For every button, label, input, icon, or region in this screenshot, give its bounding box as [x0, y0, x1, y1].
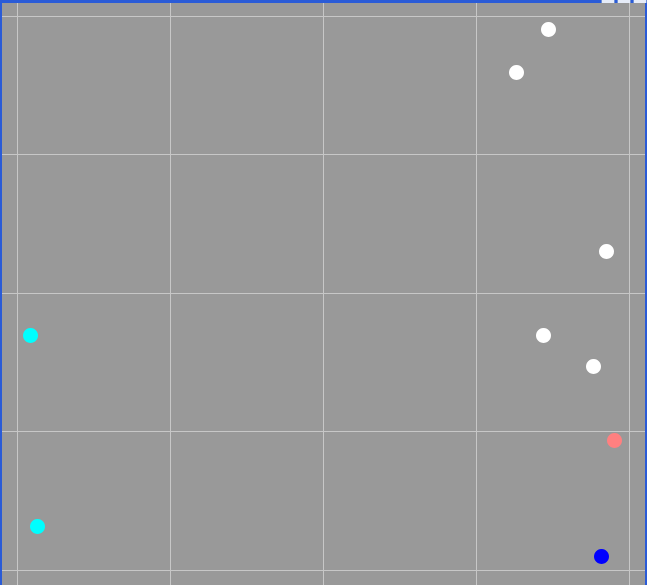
grid-line-horizontal	[2, 570, 645, 571]
grid-line-vertical	[170, 3, 171, 585]
white-dot[interactable]	[536, 328, 551, 343]
grid-line-horizontal	[2, 293, 645, 294]
white-dot[interactable]	[541, 22, 556, 37]
white-dot[interactable]	[599, 244, 614, 259]
grid-line-vertical	[629, 3, 630, 585]
grid-line-horizontal	[2, 154, 645, 155]
cyan-dot[interactable]	[30, 519, 45, 534]
grid-line-vertical	[17, 3, 18, 585]
grid-line-vertical	[323, 3, 324, 585]
grid-line-horizontal	[2, 16, 645, 17]
grid-line-vertical	[476, 3, 477, 585]
cyan-dot[interactable]	[23, 328, 38, 343]
grid-line-horizontal	[2, 431, 645, 432]
maximize-button[interactable]	[617, 0, 631, 3]
salmon-dot[interactable]	[607, 433, 622, 448]
minimize-button[interactable]	[601, 0, 615, 3]
white-dot[interactable]	[586, 359, 601, 374]
blue-dot[interactable]	[594, 549, 609, 564]
canvas-area[interactable]	[2, 3, 645, 585]
white-dot[interactable]	[509, 65, 524, 80]
